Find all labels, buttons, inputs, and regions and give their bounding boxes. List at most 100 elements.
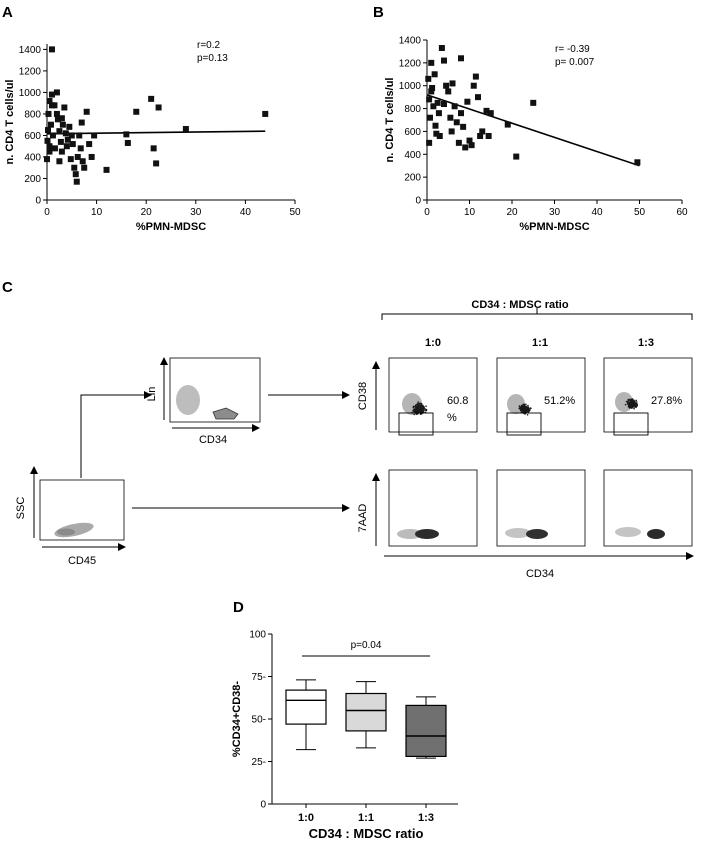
chart-d-y-tick-label: 75- xyxy=(252,672,266,683)
chart-a-data-point xyxy=(78,119,85,126)
chart-a-data-point xyxy=(81,164,88,171)
7aad-pop-1-0 xyxy=(415,529,439,539)
chart-a-x-tick-label: 10 xyxy=(91,207,103,218)
chart-a-x-axis-label: %PMN-MDSC xyxy=(136,221,206,233)
chart-a-data-point xyxy=(123,131,130,138)
cd38-event-dot xyxy=(417,410,419,412)
cd38-event-dot xyxy=(419,413,422,415)
chart-b-x-tick-label: 30 xyxy=(549,207,561,218)
chart-b-y-tick-label: 0 xyxy=(415,196,421,207)
panel-b: B 0 10 20 30 40 50 600200400600800100012001400… xyxy=(373,4,688,233)
chart-a-data-point xyxy=(77,145,84,152)
chart-a-data-point xyxy=(53,110,60,117)
chart-b-data-point xyxy=(441,57,447,64)
chart-d-x-axis-label: CD34 : MDSC ratio xyxy=(309,826,424,841)
chart-b-data-point xyxy=(464,98,471,105)
cd38-event-dot xyxy=(419,409,422,411)
7aad-bg-1-0 xyxy=(397,529,423,539)
chart-a-x-tick-label: 0 xyxy=(44,207,50,218)
chart-a-x-tick-label: 50 xyxy=(289,207,301,218)
cd38-event-dot xyxy=(628,405,630,407)
chart-a-x-tick-label: 20 xyxy=(141,207,153,218)
chart-d-category-label: 1:0 xyxy=(298,812,314,824)
chart-b-data-point xyxy=(472,73,479,80)
chart-b-data-point xyxy=(453,119,460,126)
cd38-event-dot xyxy=(529,408,532,410)
cd38-event-dot xyxy=(415,413,418,416)
chart-b-y-axis-label: n. CD4 T cells/ul xyxy=(384,78,396,163)
chart-a-y-axis-label: n. CD4 T cells/ul xyxy=(4,80,16,165)
chart-a-y-tick-label: 200 xyxy=(24,174,41,185)
cd38-event-dot xyxy=(632,404,635,406)
7aad-bg-1-1 xyxy=(505,528,531,538)
cd38-event-dot xyxy=(523,404,526,407)
chart-b-data-point xyxy=(504,121,511,128)
cd38-event-dot xyxy=(523,406,526,408)
chart-a-data-point xyxy=(88,153,95,160)
chart-a-y-tick-label: 600 xyxy=(24,131,41,142)
chart-b-y-tick-label: 200 xyxy=(404,173,421,184)
7aad-plot-1-3 xyxy=(603,469,693,547)
chart-a-data-point xyxy=(69,141,76,148)
arrow-to-lin-plot xyxy=(80,394,145,478)
chart-a-data-point xyxy=(53,89,60,96)
cd38-event-dot xyxy=(419,410,421,413)
chart-b-data-point xyxy=(458,110,464,117)
chart-b-data-point xyxy=(445,88,452,95)
chart-a-x-tick-label: 40 xyxy=(240,207,252,218)
chart-a-data-point xyxy=(56,158,63,165)
cd38-event-dot xyxy=(628,401,630,403)
cd38-event-dot xyxy=(525,408,527,411)
lin-arrowhead xyxy=(160,357,168,365)
chart-b-data-point xyxy=(426,139,433,146)
chart-b-data-point xyxy=(485,133,492,139)
cd38-event-dot xyxy=(626,403,629,405)
chart-b-data-point xyxy=(431,71,438,78)
chart-b-stat-1: p= 0.007 xyxy=(555,57,595,68)
cd34-gate xyxy=(212,407,239,420)
chart-b-data-point xyxy=(460,123,467,130)
ssc-arrowhead xyxy=(30,466,38,474)
cd34-arrowhead xyxy=(252,424,260,432)
chart-a-data-point xyxy=(63,143,70,150)
chart-a-stat-0: r=0.2 xyxy=(197,40,221,51)
cd38-event-dot xyxy=(636,401,638,403)
cd38-event-dot xyxy=(634,402,637,405)
cd45-population-core xyxy=(57,528,75,536)
chart-b-data-point xyxy=(426,114,433,121)
chart-b-data-point xyxy=(466,137,473,144)
chart-d-y-axis-label: %CD34+CD38- xyxy=(231,681,243,757)
chart-d-y-tick-label: 50- xyxy=(252,715,266,726)
ratio-label-1-3: 1:3 xyxy=(638,337,654,349)
chart-b-data-point xyxy=(462,144,469,151)
chart-b-data-point xyxy=(428,59,435,66)
7aad-arrowhead xyxy=(372,473,380,481)
chart-a-data-point xyxy=(83,108,90,115)
7aad-plot-1-0 xyxy=(388,469,478,547)
cd38-event-dot xyxy=(631,399,634,401)
chart-b-y-tick-label: 400 xyxy=(404,150,421,161)
cd38-event-dot xyxy=(413,413,416,416)
cd38-event-dot xyxy=(628,398,630,401)
cd38-event-dot xyxy=(424,409,426,412)
chart-a-data-point xyxy=(44,156,50,163)
cd38-event-dot xyxy=(628,407,631,409)
chart-b-data-point xyxy=(483,107,490,114)
cd38-event-dot xyxy=(629,399,632,402)
cd38-event-dot xyxy=(520,406,522,409)
percent-1-0: 60.8 xyxy=(447,395,468,407)
7aad-label: 7AAD xyxy=(357,504,369,533)
cd45-arrowhead xyxy=(118,543,126,551)
chart-d-y-tick-label: 25- xyxy=(252,757,266,768)
cd38-event-dot xyxy=(425,409,428,412)
chart-d-category-label: 1:3 xyxy=(418,812,434,824)
cd38-event-dot xyxy=(522,405,524,407)
cd38-event-dot xyxy=(417,401,419,403)
lin-population xyxy=(176,385,200,415)
cd34-bottom-arrowhead xyxy=(686,552,694,560)
chart-b-data-point xyxy=(475,94,481,101)
cd38-arrowhead xyxy=(372,361,380,369)
chart-a-data-point xyxy=(54,116,61,123)
cd38-event-dot xyxy=(635,399,637,402)
chart-a-x-tick-label: 30 xyxy=(190,207,202,218)
